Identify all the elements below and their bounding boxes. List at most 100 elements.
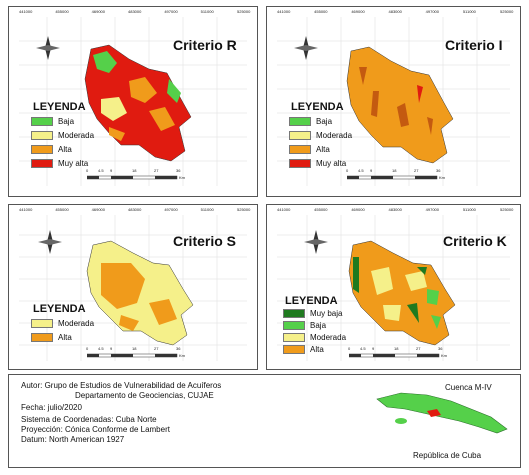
axis-tick-label: 525000 xyxy=(237,207,251,212)
north-arrow xyxy=(35,227,65,257)
north-arrow xyxy=(301,227,331,257)
legend-item: Alta xyxy=(289,145,330,154)
legend-item: Alta xyxy=(283,345,324,354)
legend-swatch xyxy=(283,309,305,318)
scale-label: 0 xyxy=(86,168,89,173)
legend-swatch xyxy=(31,159,53,168)
legend-item: Baja xyxy=(283,321,326,330)
scale-label: 36 xyxy=(436,168,441,173)
scale-label: 36 xyxy=(176,168,181,173)
axis-tick-label: 469000 xyxy=(351,9,365,14)
scale-bar xyxy=(87,175,178,180)
legend-swatch xyxy=(283,321,305,330)
axis-tick-label: 469000 xyxy=(91,9,106,14)
legend-label: Muy baja xyxy=(310,309,343,318)
datum-line: Datum: North American 1927 xyxy=(21,435,125,444)
scale-label: 0 xyxy=(348,346,351,351)
map-grid xyxy=(19,17,247,186)
legend-title: LEYENDA xyxy=(33,303,86,315)
scale-label: 0 xyxy=(346,168,349,173)
author-line-1: Autor: Grupo de Estudios de Vulnerabilid… xyxy=(21,381,222,390)
scale-label: 18 xyxy=(132,346,137,351)
axis-tick-label: 455000 xyxy=(55,9,69,14)
axis-tick-label: 525000 xyxy=(500,207,514,212)
legend-item: Moderada xyxy=(31,131,94,140)
legend-swatch xyxy=(289,145,311,154)
panel-title: Criterio I xyxy=(445,37,503,53)
scale-label: 27 xyxy=(154,168,159,173)
map-panel-criterio-i: Criterio I LEYENDA Baja Moderada Alta Muy a… xyxy=(266,6,521,197)
author-line-2: Departamento de Geociencias, CUJAE xyxy=(75,391,214,400)
map-info-box: Autor: Grupo de Estudios de Vulnerabilid… xyxy=(8,374,521,468)
axis-tick-label: 441000 xyxy=(277,9,291,14)
country-label: República de Cuba xyxy=(413,451,482,460)
map-grid xyxy=(277,17,510,186)
legend-swatch xyxy=(283,345,305,354)
scale-unit: Km xyxy=(441,353,447,358)
scale-unit: Km xyxy=(179,175,185,180)
scale-label: 18 xyxy=(392,168,397,173)
axis-tick-label: 511000 xyxy=(200,207,214,212)
basin-map-r xyxy=(84,44,192,162)
cuba-locator-map xyxy=(376,392,508,434)
legend-item: Muy alta xyxy=(31,159,88,168)
map-grid xyxy=(277,215,510,361)
legend-swatch xyxy=(289,159,311,168)
axis-tick-label: 455000 xyxy=(314,9,328,14)
axis-tick-label: 497000 xyxy=(425,207,440,212)
axis-tick-label: 497000 xyxy=(164,9,178,14)
legend-label: Baja xyxy=(58,117,75,126)
scale-label: 36 xyxy=(176,346,181,351)
axis-tick-label: 511000 xyxy=(462,9,476,14)
date-line: Fecha: julio/2020 xyxy=(21,403,82,412)
axis-tick-label: 455000 xyxy=(314,207,328,212)
axis-tick-label: 497000 xyxy=(164,207,178,212)
legend-title: LEYENDA xyxy=(285,295,338,307)
scale-label: 4.5 xyxy=(360,346,366,351)
scale-label: 36 xyxy=(438,346,443,351)
scale-label: 9 xyxy=(370,168,373,173)
legend-item: Muy baja xyxy=(283,309,342,318)
axis-tick-label: 525000 xyxy=(237,9,251,14)
axis-tick-label: 483000 xyxy=(388,207,402,212)
legend-label: Moderada xyxy=(310,333,347,342)
legend-swatch xyxy=(283,333,305,342)
axis-tick-label: 483000 xyxy=(128,207,142,212)
legend-label: Muy alta xyxy=(316,159,347,168)
legend-label: Baja xyxy=(316,117,333,126)
legend-title: LEYENDA xyxy=(33,101,86,113)
legend-label: Moderada xyxy=(58,319,95,328)
legend-swatch xyxy=(289,131,311,140)
coordinate-system-line: Sistema de Coordenadas: Cuba Norte xyxy=(21,415,157,424)
legend-swatch xyxy=(31,145,53,154)
scale-label: 27 xyxy=(414,168,419,173)
legend-swatch xyxy=(31,333,53,342)
axis-tick-label: 469000 xyxy=(91,207,106,212)
axis-tick-label: 483000 xyxy=(128,9,142,14)
map-grid xyxy=(19,215,247,361)
north-arrow xyxy=(33,33,63,63)
legend-item: Baja xyxy=(31,117,74,126)
legend-swatch xyxy=(31,131,53,140)
scale-label: 18 xyxy=(394,346,399,351)
projection-line: Proyección: Cónica Conforme de Lambert xyxy=(21,425,170,434)
north-arrow xyxy=(291,33,321,63)
legend-item: Moderada xyxy=(283,333,346,342)
legend-item: Moderada xyxy=(289,131,352,140)
basin-locator-label: Cuenca M-IV xyxy=(445,383,492,392)
legend-label: Alta xyxy=(58,333,72,342)
axis-tick-label: 441000 xyxy=(19,9,33,14)
scale-bar xyxy=(349,353,440,358)
legend-item: Alta xyxy=(31,333,72,342)
map-panel-criterio-s: Criterio S LEYENDA Moderada Alta 441000 455… xyxy=(8,204,258,370)
scale-label: 4.5 xyxy=(358,168,364,173)
map-panel-criterio-k: Criterio K LEYENDA Muy baja Baja Moderada A… xyxy=(266,204,521,370)
map-panel-criterio-r: Criterio R LEYENDA Baja Moderada Alta Muy a… xyxy=(8,6,258,197)
scale-label: 27 xyxy=(416,346,421,351)
legend-label: Baja xyxy=(310,321,327,330)
legend-swatch xyxy=(31,319,53,328)
basin-map-s xyxy=(86,240,194,346)
axis-tick-label: 511000 xyxy=(200,9,214,14)
legend-item: Muy alta xyxy=(289,159,346,168)
legend-title: LEYENDA xyxy=(291,101,344,113)
